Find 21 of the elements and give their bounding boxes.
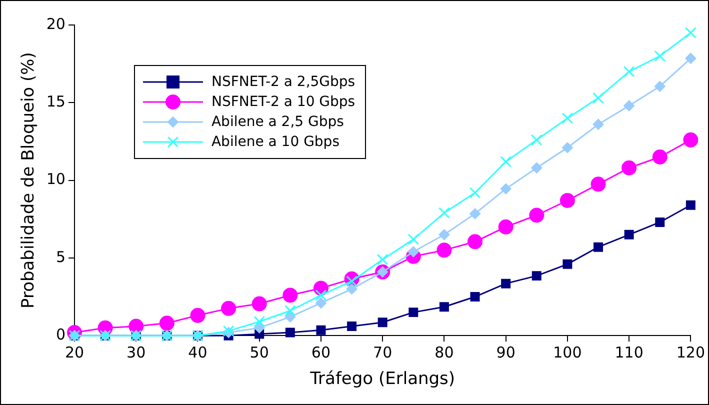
x-tick-label: 50 bbox=[250, 343, 269, 362]
x-tick-label: 80 bbox=[434, 343, 454, 362]
x-tick-label: 60 bbox=[311, 343, 331, 362]
y-tick-label: 15 bbox=[46, 92, 66, 111]
x-tick-label: 30 bbox=[126, 343, 146, 362]
x-tick-label: 90 bbox=[496, 343, 516, 362]
legend-label: Abilene a 2,5 Gbps bbox=[211, 114, 344, 130]
x-axis-title: Tráfego (Erlangs) bbox=[309, 369, 456, 390]
y-tick-label: 5 bbox=[56, 248, 66, 266]
y-tick-label: 10 bbox=[46, 170, 66, 188]
x-tick-label: 40 bbox=[188, 343, 208, 362]
x-tick-label: 110 bbox=[614, 343, 644, 362]
x-tick-label: 70 bbox=[373, 343, 392, 362]
y-tick-label: 20 bbox=[46, 14, 66, 33]
y-axis-title: Probabilidade de Bloqueio (%) bbox=[18, 52, 39, 309]
legend-label: NSFNET-2 a 10 Gbps bbox=[211, 94, 356, 110]
legend-label: Abilene a 10 Gbps bbox=[211, 134, 340, 150]
legend-label: NSFNET-2 a 2,5Gbps bbox=[211, 74, 356, 90]
x-tick-label: 100 bbox=[553, 343, 582, 362]
x-tick-label: 120 bbox=[676, 343, 706, 362]
y-tick-label: 0 bbox=[56, 325, 66, 344]
